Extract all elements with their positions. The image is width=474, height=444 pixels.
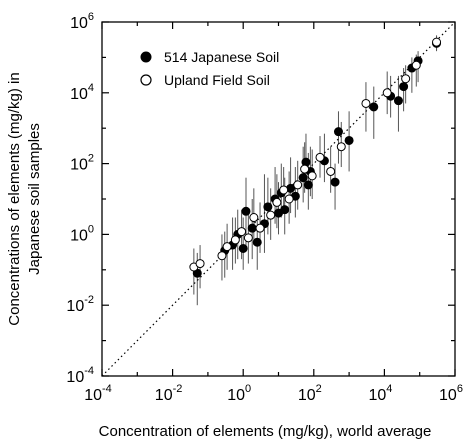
legend: 514 Japanese Soil Upland Field Soil: [140, 49, 279, 88]
point-upland-soil: [401, 74, 411, 84]
point-upland-soil: [266, 210, 276, 220]
x-tick-label: 10-4: [84, 383, 112, 404]
point-upland-soil: [326, 166, 336, 176]
point-japanese-soil: [238, 243, 248, 253]
point-upland-soil: [230, 235, 240, 245]
x-tick-label: 100: [227, 383, 251, 404]
point-japanese-soil: [252, 237, 262, 247]
ticks-layer: [101, 21, 456, 377]
y-axis-title: Concentrations of elements (mg/kg) in Ja…: [6, 72, 43, 325]
point-japanese-soil: [280, 205, 290, 215]
point-upland-soil: [432, 37, 442, 47]
y-tick-label: 100: [70, 223, 94, 244]
point-japanese-soil: [298, 173, 308, 183]
y-tick-label: 10-4: [66, 365, 94, 386]
x-tick-label: 104: [368, 383, 392, 404]
y-tick-label: 10-2: [66, 294, 94, 315]
point-upland-soil: [300, 164, 310, 174]
point-upland-soil: [255, 223, 265, 233]
point-upland-soil: [249, 213, 259, 223]
legend-marker-japanese-soil: [140, 51, 152, 63]
y-tick-label: 106: [70, 11, 94, 32]
point-japanese-soil: [247, 223, 257, 233]
point-japanese-soil: [303, 180, 313, 190]
point-japanese-soil: [263, 202, 273, 212]
point-upland-soil: [315, 152, 325, 162]
legend-marker-upland-soil: [140, 74, 152, 86]
point-upland-soil: [411, 60, 421, 70]
y-tick-label: 104: [70, 82, 94, 103]
point-japanese-soil: [399, 82, 409, 92]
legend-label-japanese-soil: 514 Japanese Soil: [164, 49, 279, 65]
point-japanese-soil: [241, 206, 251, 216]
y-axis-title-line1: Concentrations of elements (mg/kg) in: [6, 72, 23, 325]
point-japanese-soil: [369, 102, 379, 112]
point-upland-soil: [361, 98, 371, 108]
x-tick-label: 102: [298, 383, 322, 404]
point-upland-soil: [293, 180, 303, 190]
point-upland-soil: [272, 197, 282, 207]
point-upland-soil: [336, 142, 346, 152]
point-japanese-soil: [393, 96, 403, 106]
point-upland-soil: [217, 251, 227, 261]
x-tick-label: 106: [439, 383, 463, 404]
point-upland-soil: [382, 88, 392, 98]
y-tick-label: 102: [70, 153, 94, 174]
point-upland-soil: [279, 185, 289, 195]
points-layer: [189, 37, 442, 278]
point-upland-soil: [243, 233, 253, 243]
legend-label-upland-soil: Upland Field Soil: [164, 72, 270, 88]
y-axis-title-line2: Japanese soil samples: [26, 123, 43, 275]
point-japanese-soil: [330, 177, 340, 187]
x-tick-label: 10-2: [155, 383, 183, 404]
point-upland-soil: [222, 242, 232, 252]
tick-labels-layer: 10-410-4 10-2 10-2 100 100 102 102 104 104 106 106: [66, 11, 463, 404]
point-upland-soil: [307, 171, 317, 181]
x-axis-title: Concentration of elements (mg/kg), world…: [99, 423, 432, 440]
point-upland-soil: [195, 259, 205, 269]
point-upland-soil: [284, 194, 294, 204]
point-upland-soil: [237, 227, 247, 237]
point-japanese-soil: [344, 135, 354, 145]
point-japanese-soil: [333, 127, 343, 137]
